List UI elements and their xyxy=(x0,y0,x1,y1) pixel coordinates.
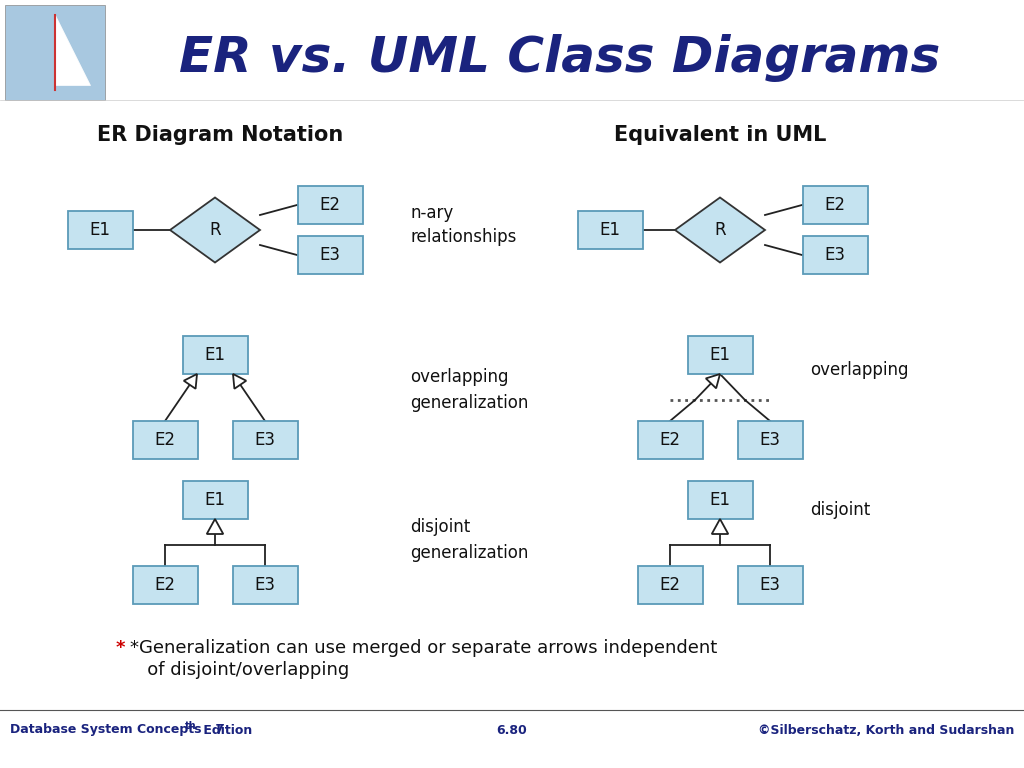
Text: E2: E2 xyxy=(319,196,341,214)
Text: *Generalization can use merged or separate arrows independent: *Generalization can use merged or separa… xyxy=(130,639,717,657)
Text: E1: E1 xyxy=(89,221,111,239)
Text: Edition: Edition xyxy=(199,723,252,737)
Text: disjoint: disjoint xyxy=(810,501,870,519)
Text: E1: E1 xyxy=(205,491,225,509)
Text: E2: E2 xyxy=(155,576,175,594)
Text: Database System Concepts - 7: Database System Concepts - 7 xyxy=(10,723,224,737)
Bar xyxy=(232,566,298,604)
Text: R: R xyxy=(209,221,221,239)
Bar xyxy=(737,421,803,459)
Text: E1: E1 xyxy=(599,221,621,239)
Bar xyxy=(687,481,753,519)
Text: E3: E3 xyxy=(319,246,341,264)
Bar xyxy=(298,236,362,274)
Text: n-ary
relationships: n-ary relationships xyxy=(410,204,516,247)
Bar xyxy=(803,236,867,274)
Text: E3: E3 xyxy=(255,431,275,449)
Bar xyxy=(132,566,198,604)
Polygon shape xyxy=(712,519,728,534)
Text: overlapping: overlapping xyxy=(810,361,908,379)
Bar xyxy=(232,421,298,459)
Bar xyxy=(687,336,753,374)
Text: ER vs. UML Class Diagrams: ER vs. UML Class Diagrams xyxy=(179,34,941,82)
Bar xyxy=(298,186,362,224)
Bar xyxy=(182,481,248,519)
Bar xyxy=(803,186,867,224)
Text: E2: E2 xyxy=(659,576,681,594)
Polygon shape xyxy=(675,197,765,263)
Text: E3: E3 xyxy=(760,431,780,449)
Text: ©Silberschatz, Korth and Sudarshan: ©Silberschatz, Korth and Sudarshan xyxy=(758,723,1014,737)
Text: R: R xyxy=(714,221,726,239)
Polygon shape xyxy=(55,15,90,85)
Text: overlapping
generalization: overlapping generalization xyxy=(410,369,528,412)
Polygon shape xyxy=(170,197,260,263)
Text: th: th xyxy=(185,721,197,731)
Polygon shape xyxy=(233,374,246,389)
Text: ER Diagram Notation: ER Diagram Notation xyxy=(97,125,343,145)
Polygon shape xyxy=(207,519,223,534)
Bar xyxy=(578,211,642,249)
Bar xyxy=(737,566,803,604)
Text: E2: E2 xyxy=(155,431,175,449)
Text: Equivalent in UML: Equivalent in UML xyxy=(613,125,826,145)
Polygon shape xyxy=(183,374,197,389)
Text: E2: E2 xyxy=(824,196,846,214)
Bar xyxy=(182,336,248,374)
Text: 6.80: 6.80 xyxy=(497,723,527,737)
Text: disjoint
generalization: disjoint generalization xyxy=(410,518,528,561)
Text: *: * xyxy=(116,639,126,657)
Polygon shape xyxy=(706,374,720,389)
Text: E3: E3 xyxy=(824,246,846,264)
Text: E1: E1 xyxy=(710,346,730,364)
Text: E2: E2 xyxy=(659,431,681,449)
Text: E1: E1 xyxy=(710,491,730,509)
Bar xyxy=(638,566,702,604)
Text: of disjoint/overlapping: of disjoint/overlapping xyxy=(130,661,349,679)
Bar xyxy=(132,421,198,459)
Text: E3: E3 xyxy=(255,576,275,594)
Bar xyxy=(68,211,132,249)
Text: E3: E3 xyxy=(760,576,780,594)
Bar xyxy=(638,421,702,459)
Bar xyxy=(5,5,105,100)
Text: E1: E1 xyxy=(205,346,225,364)
